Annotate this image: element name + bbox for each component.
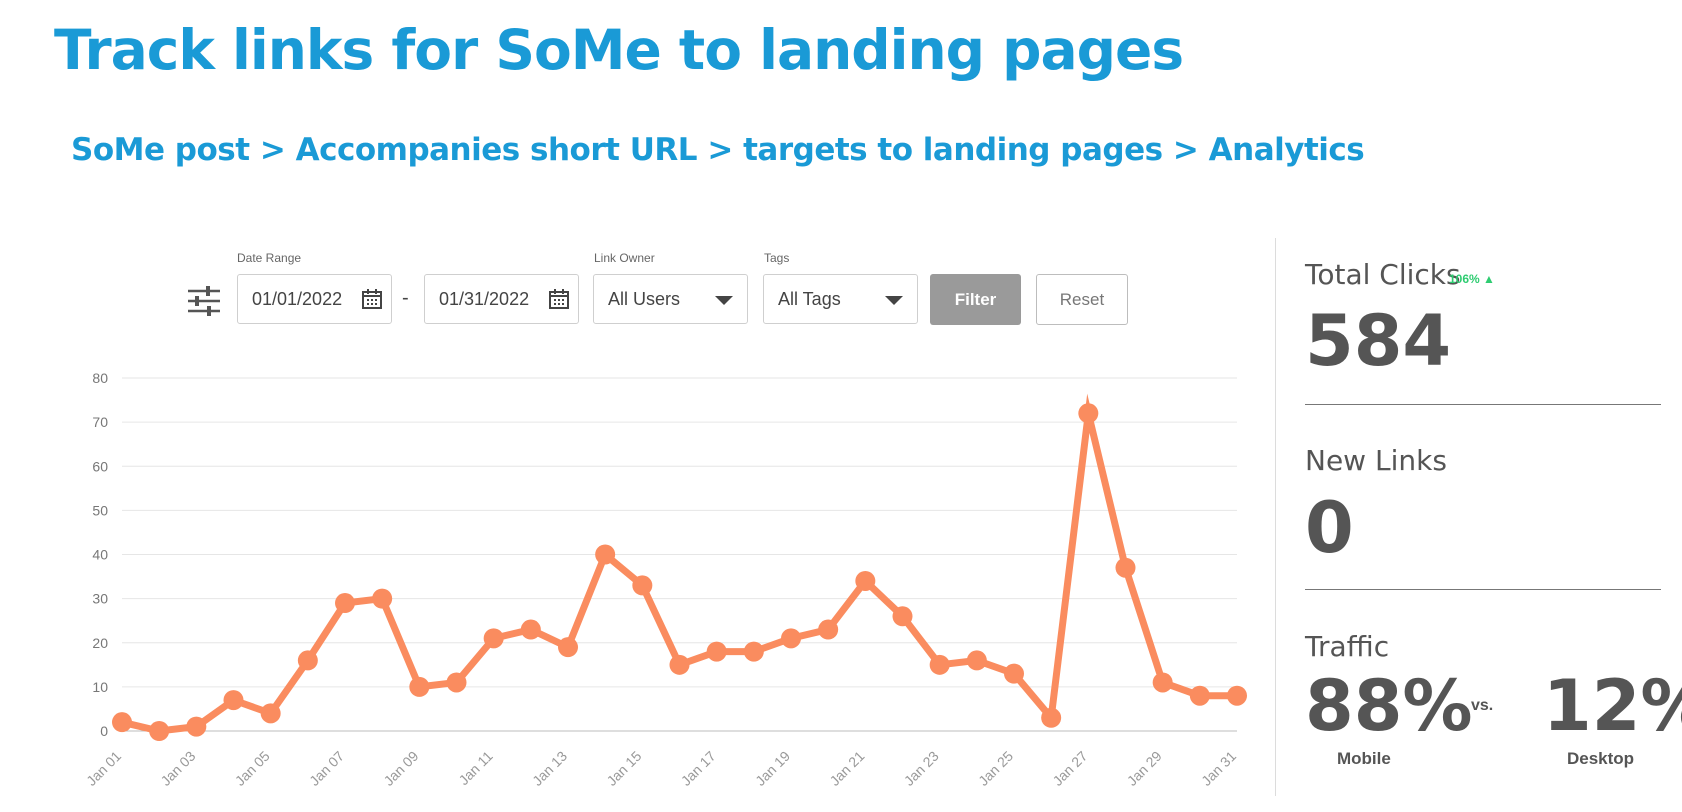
panel-divider xyxy=(1275,238,1276,796)
data-point xyxy=(483,628,504,649)
x-tick-label: Jan 13 xyxy=(529,748,570,789)
y-tick-label: 40 xyxy=(92,547,108,563)
y-tick-label: 80 xyxy=(92,370,108,386)
data-point xyxy=(966,650,987,671)
tags-value: All Tags xyxy=(778,288,841,309)
data-point xyxy=(1078,403,1099,424)
data-point xyxy=(112,712,132,733)
desktop-label: Desktop xyxy=(1567,749,1635,768)
data-point xyxy=(260,703,281,724)
data-point xyxy=(929,654,950,675)
x-tick-label: Jan 17 xyxy=(678,748,719,789)
x-tick-label: Jan 15 xyxy=(603,748,644,789)
y-tick-label: 50 xyxy=(92,502,108,518)
x-tick-label: Jan 21 xyxy=(826,748,867,789)
data-point xyxy=(223,690,244,711)
data-point xyxy=(1227,685,1247,706)
x-tick-label: Jan 09 xyxy=(380,748,421,789)
tags-select[interactable]: All Tags xyxy=(763,274,918,324)
x-tick-label: Jan 07 xyxy=(306,748,347,789)
new-links-label: New Links xyxy=(1305,444,1447,477)
tags-label: Tags xyxy=(764,251,790,265)
page-subtitle: SoMe post > Accompanies short URL > targ… xyxy=(71,132,1365,168)
total-clicks-value: 584 xyxy=(1305,300,1452,382)
data-point xyxy=(558,637,578,658)
total-clicks-change-badge: 106% ▲ xyxy=(1449,272,1495,286)
link-owner-value: All Users xyxy=(608,288,681,309)
end-date-value: 01/31/2022 xyxy=(439,288,530,309)
traffic-label: Traffic xyxy=(1305,630,1390,663)
date-separator: - xyxy=(402,287,409,309)
x-tick-label: Jan 05 xyxy=(232,748,273,789)
data-point xyxy=(1115,557,1136,578)
link-owner-label: Link Owner xyxy=(594,251,655,265)
y-tick-label: 30 xyxy=(92,591,108,607)
filter-button[interactable]: Filter xyxy=(930,274,1021,325)
data-point xyxy=(818,619,839,640)
link-owner-select[interactable]: All Users xyxy=(593,274,748,324)
y-tick-label: 0 xyxy=(100,723,108,739)
chevron-down-icon xyxy=(715,296,733,305)
data-point xyxy=(446,672,467,693)
y-tick-label: 70 xyxy=(92,414,108,430)
x-tick-label: Jan 29 xyxy=(1124,748,1165,789)
data-point xyxy=(372,588,393,609)
vs-label: vs. xyxy=(1471,697,1494,714)
data-point xyxy=(335,593,355,614)
mobile-percent: 88% xyxy=(1305,665,1473,747)
page-title: Track links for SoMe to landing pages xyxy=(54,18,1184,82)
calendar-icon[interactable] xyxy=(361,288,383,315)
x-tick-label: Jan 03 xyxy=(157,748,198,789)
x-tick-label: Jan 01 xyxy=(83,748,124,789)
mobile-label: Mobile xyxy=(1337,749,1391,768)
data-point xyxy=(409,676,430,697)
series-line xyxy=(121,393,1237,735)
calendar-icon[interactable] xyxy=(548,288,570,315)
stats-divider xyxy=(1305,404,1661,405)
y-tick-label: 20 xyxy=(92,635,108,651)
x-tick-label: Jan 31 xyxy=(1198,748,1239,789)
data-point xyxy=(149,721,170,741)
start-date-input[interactable]: 01/01/2022 xyxy=(237,274,392,324)
total-clicks-label: Total Clicks xyxy=(1305,258,1461,291)
data-point xyxy=(595,544,616,565)
x-tick-label: Jan 27 xyxy=(1049,748,1090,789)
data-point xyxy=(781,628,801,649)
reset-button[interactable]: Reset xyxy=(1036,274,1128,325)
chevron-down-icon xyxy=(885,296,903,305)
data-point xyxy=(1041,707,1062,728)
stats-divider xyxy=(1305,589,1661,590)
data-point xyxy=(632,575,653,596)
data-point xyxy=(186,716,207,737)
data-point xyxy=(855,570,876,591)
start-date-value: 01/01/2022 xyxy=(252,288,343,309)
clicks-line-chart: 0 10 20 30 40 50 60 70 80 Jan 01 Jan 03 Jan 05 Jan 0… xyxy=(83,370,1247,789)
y-tick-label: 10 xyxy=(92,679,108,695)
y-tick-label: 60 xyxy=(92,458,108,474)
data-point xyxy=(520,619,541,640)
data-point xyxy=(1152,672,1173,693)
data-point xyxy=(743,641,764,662)
data-point xyxy=(1004,663,1024,684)
sliders-icon[interactable] xyxy=(186,283,222,324)
data-point xyxy=(892,606,913,627)
date-range-label: Date Range xyxy=(237,251,302,265)
data-point xyxy=(669,654,690,675)
data-point xyxy=(297,650,318,671)
desktop-percent: 12% xyxy=(1543,665,1682,747)
x-tick-label: Jan 19 xyxy=(752,748,793,789)
new-links-value: 0 xyxy=(1305,487,1354,569)
x-tick-label: Jan 11 xyxy=(455,748,495,788)
data-point xyxy=(1189,685,1210,706)
end-date-input[interactable]: 01/31/2022 xyxy=(424,274,579,324)
x-tick-label: Jan 23 xyxy=(901,748,942,789)
data-point xyxy=(706,641,727,662)
x-tick-label: Jan 25 xyxy=(975,748,1016,789)
